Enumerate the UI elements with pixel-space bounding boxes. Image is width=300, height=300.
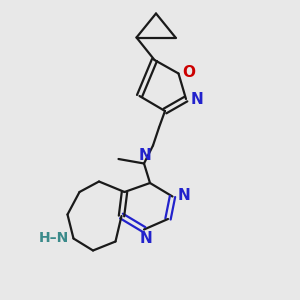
Text: N: N [191, 92, 204, 106]
Text: H–N: H–N [39, 232, 69, 245]
Text: O: O [182, 65, 196, 80]
Text: N: N [138, 148, 151, 164]
Text: N: N [178, 188, 190, 203]
Text: N: N [140, 231, 153, 246]
